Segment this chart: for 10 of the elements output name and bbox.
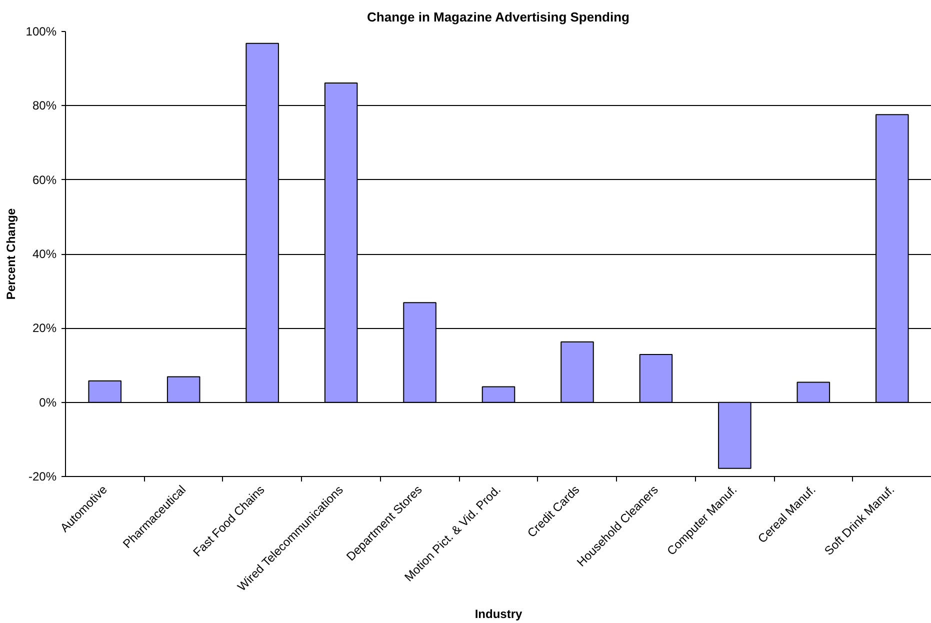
- y-tick-label: 80%: [32, 98, 57, 113]
- chart-title: Change in Magazine Advertising Spending: [367, 10, 630, 24]
- y-tick-label: 20%: [32, 321, 57, 336]
- x-axis-title: Industry: [474, 606, 522, 621]
- y-tick-label: 100%: [26, 24, 57, 38]
- y-tick-label: 60%: [32, 172, 57, 187]
- y-tick-label: 0%: [39, 395, 57, 410]
- y-axis-title: Percent Change: [4, 208, 18, 300]
- y-tick-label: 40%: [32, 247, 57, 261]
- y-tick-label: -20%: [28, 470, 57, 484]
